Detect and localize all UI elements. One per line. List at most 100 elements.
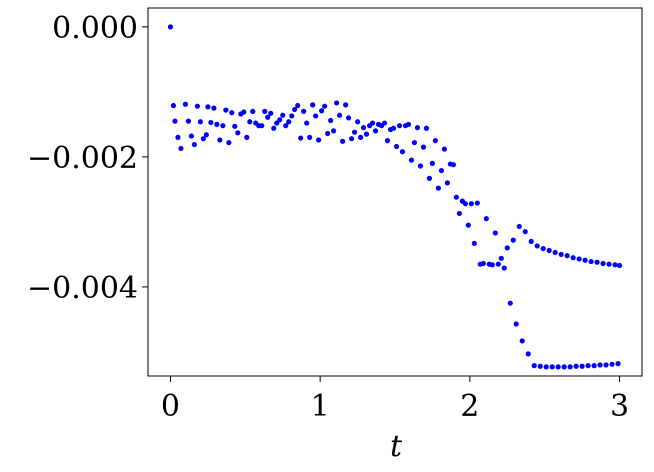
x-axis: 0 1 2 3 <box>161 376 629 424</box>
data-point-131 <box>558 251 564 258</box>
data-point-147 <box>606 261 612 267</box>
data-point-115 <box>510 237 516 243</box>
y-tick-label-2: −0.004 <box>27 271 138 306</box>
data-point-13 <box>205 104 211 110</box>
data-point-144 <box>597 362 603 368</box>
data-point-40 <box>286 119 292 125</box>
data-point-97 <box>456 210 462 217</box>
y-tick-label-0: 0.000 <box>52 11 138 46</box>
data-point-34 <box>268 110 274 116</box>
data-point-105 <box>480 260 486 267</box>
data-point-35 <box>271 125 277 131</box>
data-point-20 <box>226 139 232 146</box>
data-point-150 <box>615 361 621 367</box>
data-point-73 <box>384 138 391 144</box>
data-point-37 <box>277 117 283 123</box>
data-point-17 <box>217 137 223 143</box>
data-point-28 <box>250 108 256 114</box>
data-point-141 <box>588 258 594 265</box>
data-point-91 <box>438 167 445 174</box>
data-points <box>167 24 623 370</box>
data-point-66 <box>363 131 370 137</box>
x-tick-label-0: 0 <box>161 389 180 424</box>
data-point-8 <box>191 141 198 148</box>
data-point-122 <box>531 363 537 369</box>
data-point-48 <box>310 102 316 108</box>
data-point-9 <box>194 103 200 109</box>
data-point-77 <box>396 123 403 129</box>
data-point-111 <box>498 255 504 261</box>
data-point-88 <box>429 160 436 166</box>
x-tick-label-2: 2 <box>460 389 479 424</box>
data-point-134 <box>567 364 573 370</box>
data-point-51 <box>319 108 325 114</box>
data-point-100 <box>465 222 471 228</box>
data-point-103 <box>474 200 480 206</box>
data-point-135 <box>570 255 576 261</box>
data-point-102 <box>471 240 477 246</box>
data-point-56 <box>334 100 340 106</box>
data-point-61 <box>348 136 355 142</box>
data-point-0 <box>167 24 174 30</box>
data-point-109 <box>492 230 498 236</box>
data-point-15 <box>211 105 217 111</box>
data-point-146 <box>603 362 609 368</box>
data-point-41 <box>289 113 295 119</box>
data-point-85 <box>420 144 427 150</box>
data-point-58 <box>340 138 346 144</box>
data-point-125 <box>540 245 546 252</box>
data-point-45 <box>301 108 307 114</box>
data-point-18 <box>220 123 226 129</box>
data-point-44 <box>298 135 304 141</box>
data-point-55 <box>331 128 337 134</box>
data-point-133 <box>564 253 570 259</box>
data-point-14 <box>208 119 214 126</box>
data-point-82 <box>411 139 418 146</box>
data-point-43 <box>295 102 301 109</box>
data-point-59 <box>343 102 349 108</box>
data-point-81 <box>408 157 415 163</box>
data-point-149 <box>612 262 618 268</box>
data-point-68 <box>369 120 376 126</box>
data-point-60 <box>345 115 352 121</box>
data-point-117 <box>516 223 522 230</box>
data-point-1 <box>170 102 177 109</box>
data-point-124 <box>537 363 543 369</box>
data-point-129 <box>552 249 558 256</box>
data-point-4 <box>178 145 184 152</box>
data-point-139 <box>582 257 588 263</box>
data-point-49 <box>313 113 319 119</box>
data-point-47 <box>307 134 313 140</box>
data-point-113 <box>504 245 510 251</box>
x-tick-label-1: 1 <box>311 389 330 424</box>
data-point-10 <box>197 119 203 125</box>
data-point-21 <box>229 110 235 116</box>
data-point-31 <box>259 123 265 129</box>
data-point-92 <box>441 146 447 152</box>
data-point-19 <box>223 107 229 113</box>
data-point-90 <box>435 185 442 191</box>
data-point-128 <box>549 364 555 370</box>
data-point-46 <box>304 120 310 126</box>
data-point-151 <box>616 262 623 269</box>
data-point-130 <box>555 364 561 370</box>
data-point-39 <box>283 123 289 129</box>
data-point-53 <box>325 130 331 137</box>
data-point-3 <box>175 134 181 140</box>
data-point-2 <box>172 118 178 124</box>
data-point-108 <box>489 262 495 268</box>
data-point-50 <box>316 137 322 143</box>
data-point-138 <box>579 363 585 369</box>
data-point-140 <box>585 363 591 369</box>
data-point-114 <box>507 300 513 306</box>
data-point-99 <box>462 201 468 207</box>
data-point-72 <box>381 120 388 126</box>
data-point-65 <box>360 125 367 131</box>
data-point-127 <box>546 247 552 254</box>
data-point-84 <box>417 163 424 169</box>
data-point-27 <box>247 119 253 125</box>
data-point-33 <box>265 114 271 120</box>
data-point-120 <box>525 351 531 357</box>
data-point-63 <box>354 119 361 125</box>
